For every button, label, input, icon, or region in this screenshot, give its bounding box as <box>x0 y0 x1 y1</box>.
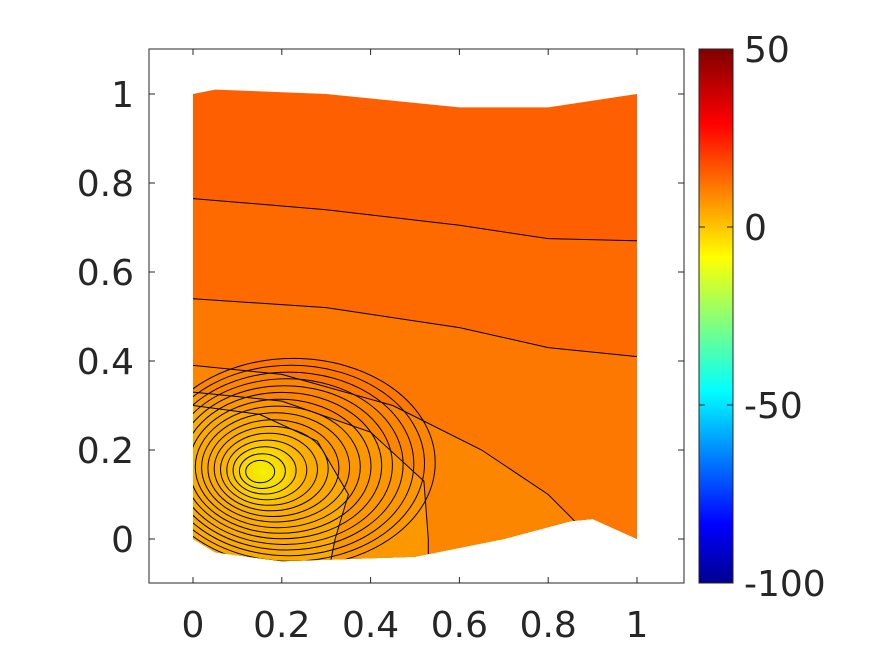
colorbar-ticks: 50 0 -50 -100 <box>699 30 826 605</box>
x-tick-label: 0.2 <box>253 605 310 646</box>
y-axis: 0 0.2 0.4 0.6 0.8 1 <box>77 75 684 561</box>
x-tick-label: 0 <box>182 605 205 646</box>
peak-glow <box>204 412 325 533</box>
contour-loop-3 <box>232 446 297 495</box>
contour-loop-2 <box>238 453 286 490</box>
contour-loop-16 <box>193 357 436 562</box>
contour-loop-7 <box>207 419 340 518</box>
contour-loop-8 <box>201 412 351 523</box>
x-axis: 0 0.2 0.4 0.6 0.8 1 <box>182 49 649 646</box>
colorbar <box>698 48 734 584</box>
contour-line-upper-1 <box>193 198 637 242</box>
contour-loop-6 <box>213 425 329 512</box>
contour-loop-15 <box>193 364 425 562</box>
y-tick-label: 0.6 <box>77 253 134 294</box>
contour-line-6 <box>193 405 349 562</box>
x-tick-label: 1 <box>626 605 649 646</box>
contour-loop-5 <box>220 432 318 506</box>
y-tick-label: 0.2 <box>77 431 134 472</box>
y-tick-label: 0.4 <box>77 342 134 383</box>
contour-loop-4 <box>226 439 308 501</box>
contour-line-4 <box>193 364 576 522</box>
colorbar-tick-label: -100 <box>744 564 826 605</box>
contour-field <box>193 89 637 562</box>
colorbar-tick-label: -50 <box>744 386 803 427</box>
contour-loop-9 <box>194 405 361 529</box>
contour-loop-13 <box>193 378 404 551</box>
x-tick-label: 0.8 <box>520 605 577 646</box>
contour-loop-10 <box>193 398 372 534</box>
contour-lines <box>193 198 637 562</box>
colorbar-tick-label: 0 <box>744 208 767 249</box>
y-tick-label: 1 <box>111 75 134 116</box>
contour-loop-11 <box>193 391 383 540</box>
x-tick-label: 0.4 <box>342 605 399 646</box>
contour-loop-12 <box>193 385 393 546</box>
colorbar-tick-label: 50 <box>744 30 790 71</box>
y-tick-label: 0 <box>111 520 134 561</box>
x-tick-label: 0.6 <box>431 605 488 646</box>
contour-loop-14 <box>193 371 415 557</box>
contour-line-upper-2 <box>193 298 637 358</box>
y-tick-label: 0.8 <box>77 164 134 205</box>
contour-loop-1 <box>245 459 276 484</box>
